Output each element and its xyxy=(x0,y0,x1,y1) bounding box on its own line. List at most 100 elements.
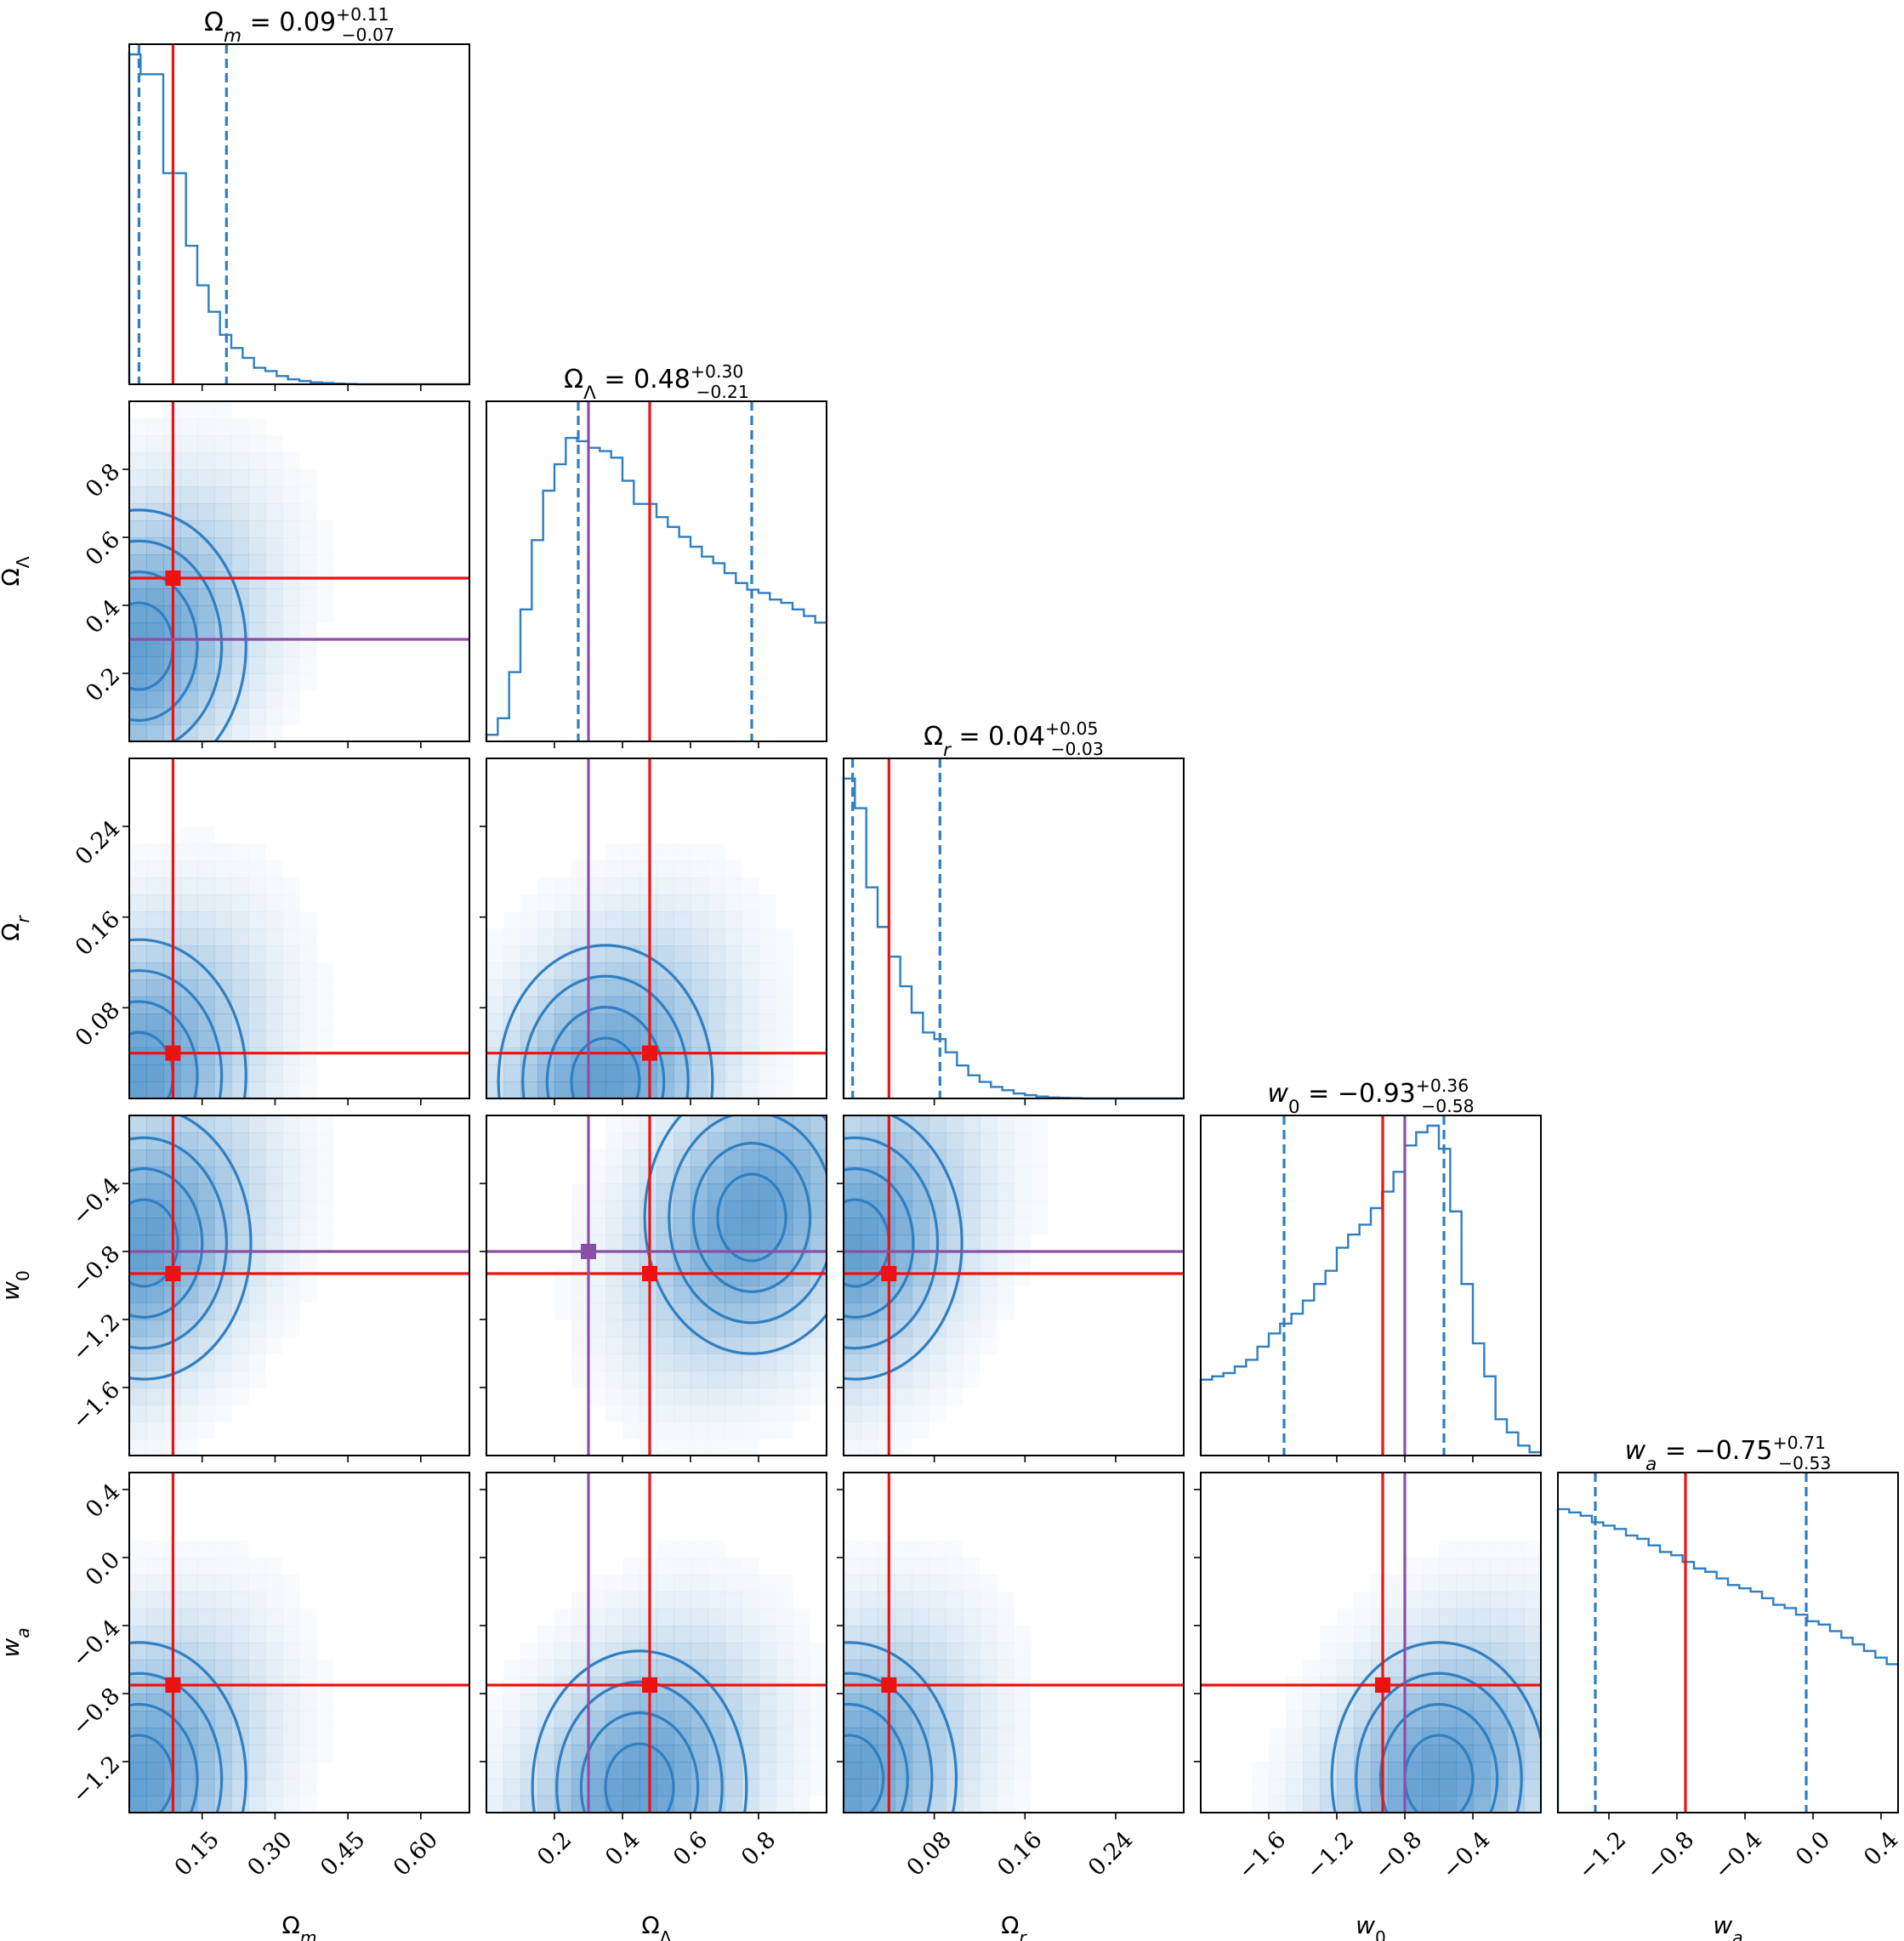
density-cell xyxy=(214,1354,232,1371)
density-cell xyxy=(282,1779,300,1796)
density-cell xyxy=(946,1575,963,1592)
density-cell xyxy=(180,1132,198,1150)
density-cell xyxy=(214,435,232,453)
contour-level-3 xyxy=(844,1671,934,1813)
density-cell xyxy=(997,1711,1015,1728)
density-cell xyxy=(537,877,555,895)
density-cell xyxy=(129,1694,147,1711)
density-cell xyxy=(639,860,657,878)
density-cell xyxy=(214,1558,232,1575)
density-cell xyxy=(997,1251,1015,1269)
density-cell xyxy=(861,1405,878,1422)
density-cell xyxy=(622,1149,640,1167)
density-cell xyxy=(129,1285,147,1303)
density-cell xyxy=(486,928,504,946)
density-cell xyxy=(231,979,249,997)
density-cell xyxy=(197,707,215,725)
density-cell xyxy=(691,1643,708,1660)
density-cell xyxy=(929,1166,946,1184)
density-cell xyxy=(299,1251,317,1269)
density-cell xyxy=(520,945,538,963)
density-cell xyxy=(299,979,317,997)
density-cell xyxy=(725,945,742,963)
density-cell xyxy=(639,1558,657,1575)
x-tick-label: 0.6 xyxy=(668,1826,713,1870)
density-cell xyxy=(605,1405,623,1422)
density-cell xyxy=(248,1694,266,1711)
density-cell xyxy=(656,996,674,1014)
density-cell xyxy=(248,724,266,741)
density-cell xyxy=(605,1660,623,1677)
density-cell xyxy=(759,1388,776,1405)
density-cell xyxy=(708,1285,725,1303)
density-cell xyxy=(776,1013,793,1031)
density-cell xyxy=(861,1779,878,1796)
density-cell xyxy=(588,1081,606,1098)
density-cell xyxy=(639,1626,657,1643)
density-cell xyxy=(214,1643,232,1660)
density-cell xyxy=(248,979,266,997)
density-cell xyxy=(997,1268,1015,1286)
panel-wa-OL: 0.2 0.4 0.6 0.8 xyxy=(480,1472,827,1871)
density-cell xyxy=(929,1183,946,1201)
density-cell xyxy=(197,435,215,453)
density-cell xyxy=(265,1337,283,1354)
density-cell xyxy=(622,1200,640,1218)
density-cell xyxy=(248,1337,266,1354)
density-cell xyxy=(282,1609,300,1626)
density-cell xyxy=(197,1200,215,1218)
density-cell xyxy=(129,843,147,861)
density-cell xyxy=(605,1200,623,1218)
density-cell xyxy=(725,1643,742,1660)
density-cell xyxy=(691,1541,708,1558)
density-cell xyxy=(231,1132,249,1150)
density-cell xyxy=(674,1643,691,1660)
density-cell xyxy=(282,673,300,691)
density-cell xyxy=(146,588,164,606)
density-cell xyxy=(588,1762,606,1779)
density-cell xyxy=(622,1320,640,1337)
density-cell xyxy=(197,452,215,470)
density-cell xyxy=(214,1047,232,1065)
density-cell xyxy=(180,1303,198,1320)
density-cell xyxy=(912,1149,929,1167)
density-cell xyxy=(299,1711,317,1728)
density-cell xyxy=(146,1388,164,1405)
density-cell xyxy=(231,1234,249,1252)
density-cell xyxy=(265,928,283,946)
density-cell xyxy=(248,1200,266,1218)
density-cell xyxy=(912,1626,929,1643)
density-cell xyxy=(197,1030,215,1048)
y-tick-label: −0.8 xyxy=(67,1683,125,1740)
density-cell xyxy=(1014,1694,1032,1711)
density-cell xyxy=(725,1047,742,1065)
density-cell xyxy=(793,1354,810,1371)
density-cell xyxy=(759,894,776,912)
density-cell xyxy=(674,1303,691,1320)
density-cell xyxy=(691,1371,708,1388)
density-cell xyxy=(742,945,759,963)
density-cell xyxy=(265,724,283,741)
density-cell xyxy=(197,1388,215,1405)
density-cell xyxy=(605,1371,623,1388)
density-cell xyxy=(708,1779,725,1796)
density-cell xyxy=(878,1388,895,1405)
density-cell xyxy=(708,1660,725,1677)
density-cell xyxy=(571,1217,589,1235)
density-cell xyxy=(520,1064,538,1082)
density-cell xyxy=(214,690,232,708)
contour-level-4 xyxy=(129,508,247,741)
density-cell xyxy=(503,1779,521,1796)
density-cell xyxy=(265,1268,283,1286)
density-cell xyxy=(214,962,232,980)
density-cell xyxy=(537,911,555,929)
density-cell xyxy=(520,1779,538,1796)
density-cell xyxy=(180,537,198,555)
density-cell xyxy=(946,1251,963,1269)
density-cell xyxy=(282,1711,300,1728)
density-cell xyxy=(197,1115,215,1133)
density-cell xyxy=(674,1592,691,1609)
density-cell xyxy=(282,945,300,963)
density-cell xyxy=(537,1643,555,1660)
density-cell xyxy=(605,1285,623,1303)
